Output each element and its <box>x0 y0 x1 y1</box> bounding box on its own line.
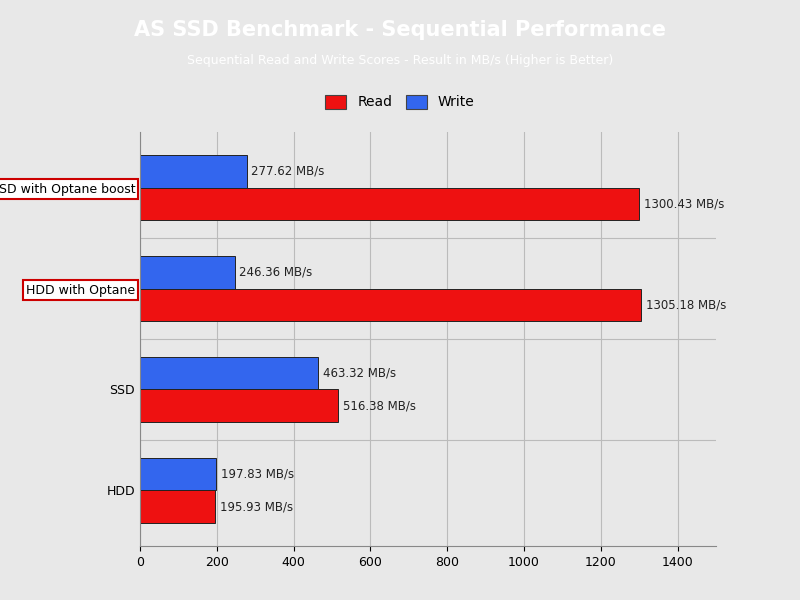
Text: Sequential Read and Write Scores - Result in MB/s (Higher is Better): Sequential Read and Write Scores - Resul… <box>187 55 613 67</box>
Bar <box>140 289 641 321</box>
Bar <box>140 256 234 289</box>
Bar <box>140 490 215 523</box>
Text: 463.32 MB/s: 463.32 MB/s <box>322 367 396 380</box>
Bar <box>140 155 246 188</box>
Text: 277.62 MB/s: 277.62 MB/s <box>251 165 325 178</box>
Legend: Read, Write: Read, Write <box>320 89 480 115</box>
Text: 246.36 MB/s: 246.36 MB/s <box>239 266 313 279</box>
Text: 1300.43 MB/s: 1300.43 MB/s <box>644 197 724 210</box>
Text: 516.38 MB/s: 516.38 MB/s <box>343 399 416 412</box>
Text: 195.93 MB/s: 195.93 MB/s <box>220 500 293 513</box>
Text: 1305.18 MB/s: 1305.18 MB/s <box>646 298 726 311</box>
Bar <box>140 389 338 422</box>
Text: 197.83 MB/s: 197.83 MB/s <box>221 468 294 481</box>
Bar <box>140 458 216 490</box>
Bar <box>140 188 639 220</box>
Text: AS SSD Benchmark - Sequential Performance: AS SSD Benchmark - Sequential Performanc… <box>134 20 666 40</box>
Bar <box>140 357 318 389</box>
